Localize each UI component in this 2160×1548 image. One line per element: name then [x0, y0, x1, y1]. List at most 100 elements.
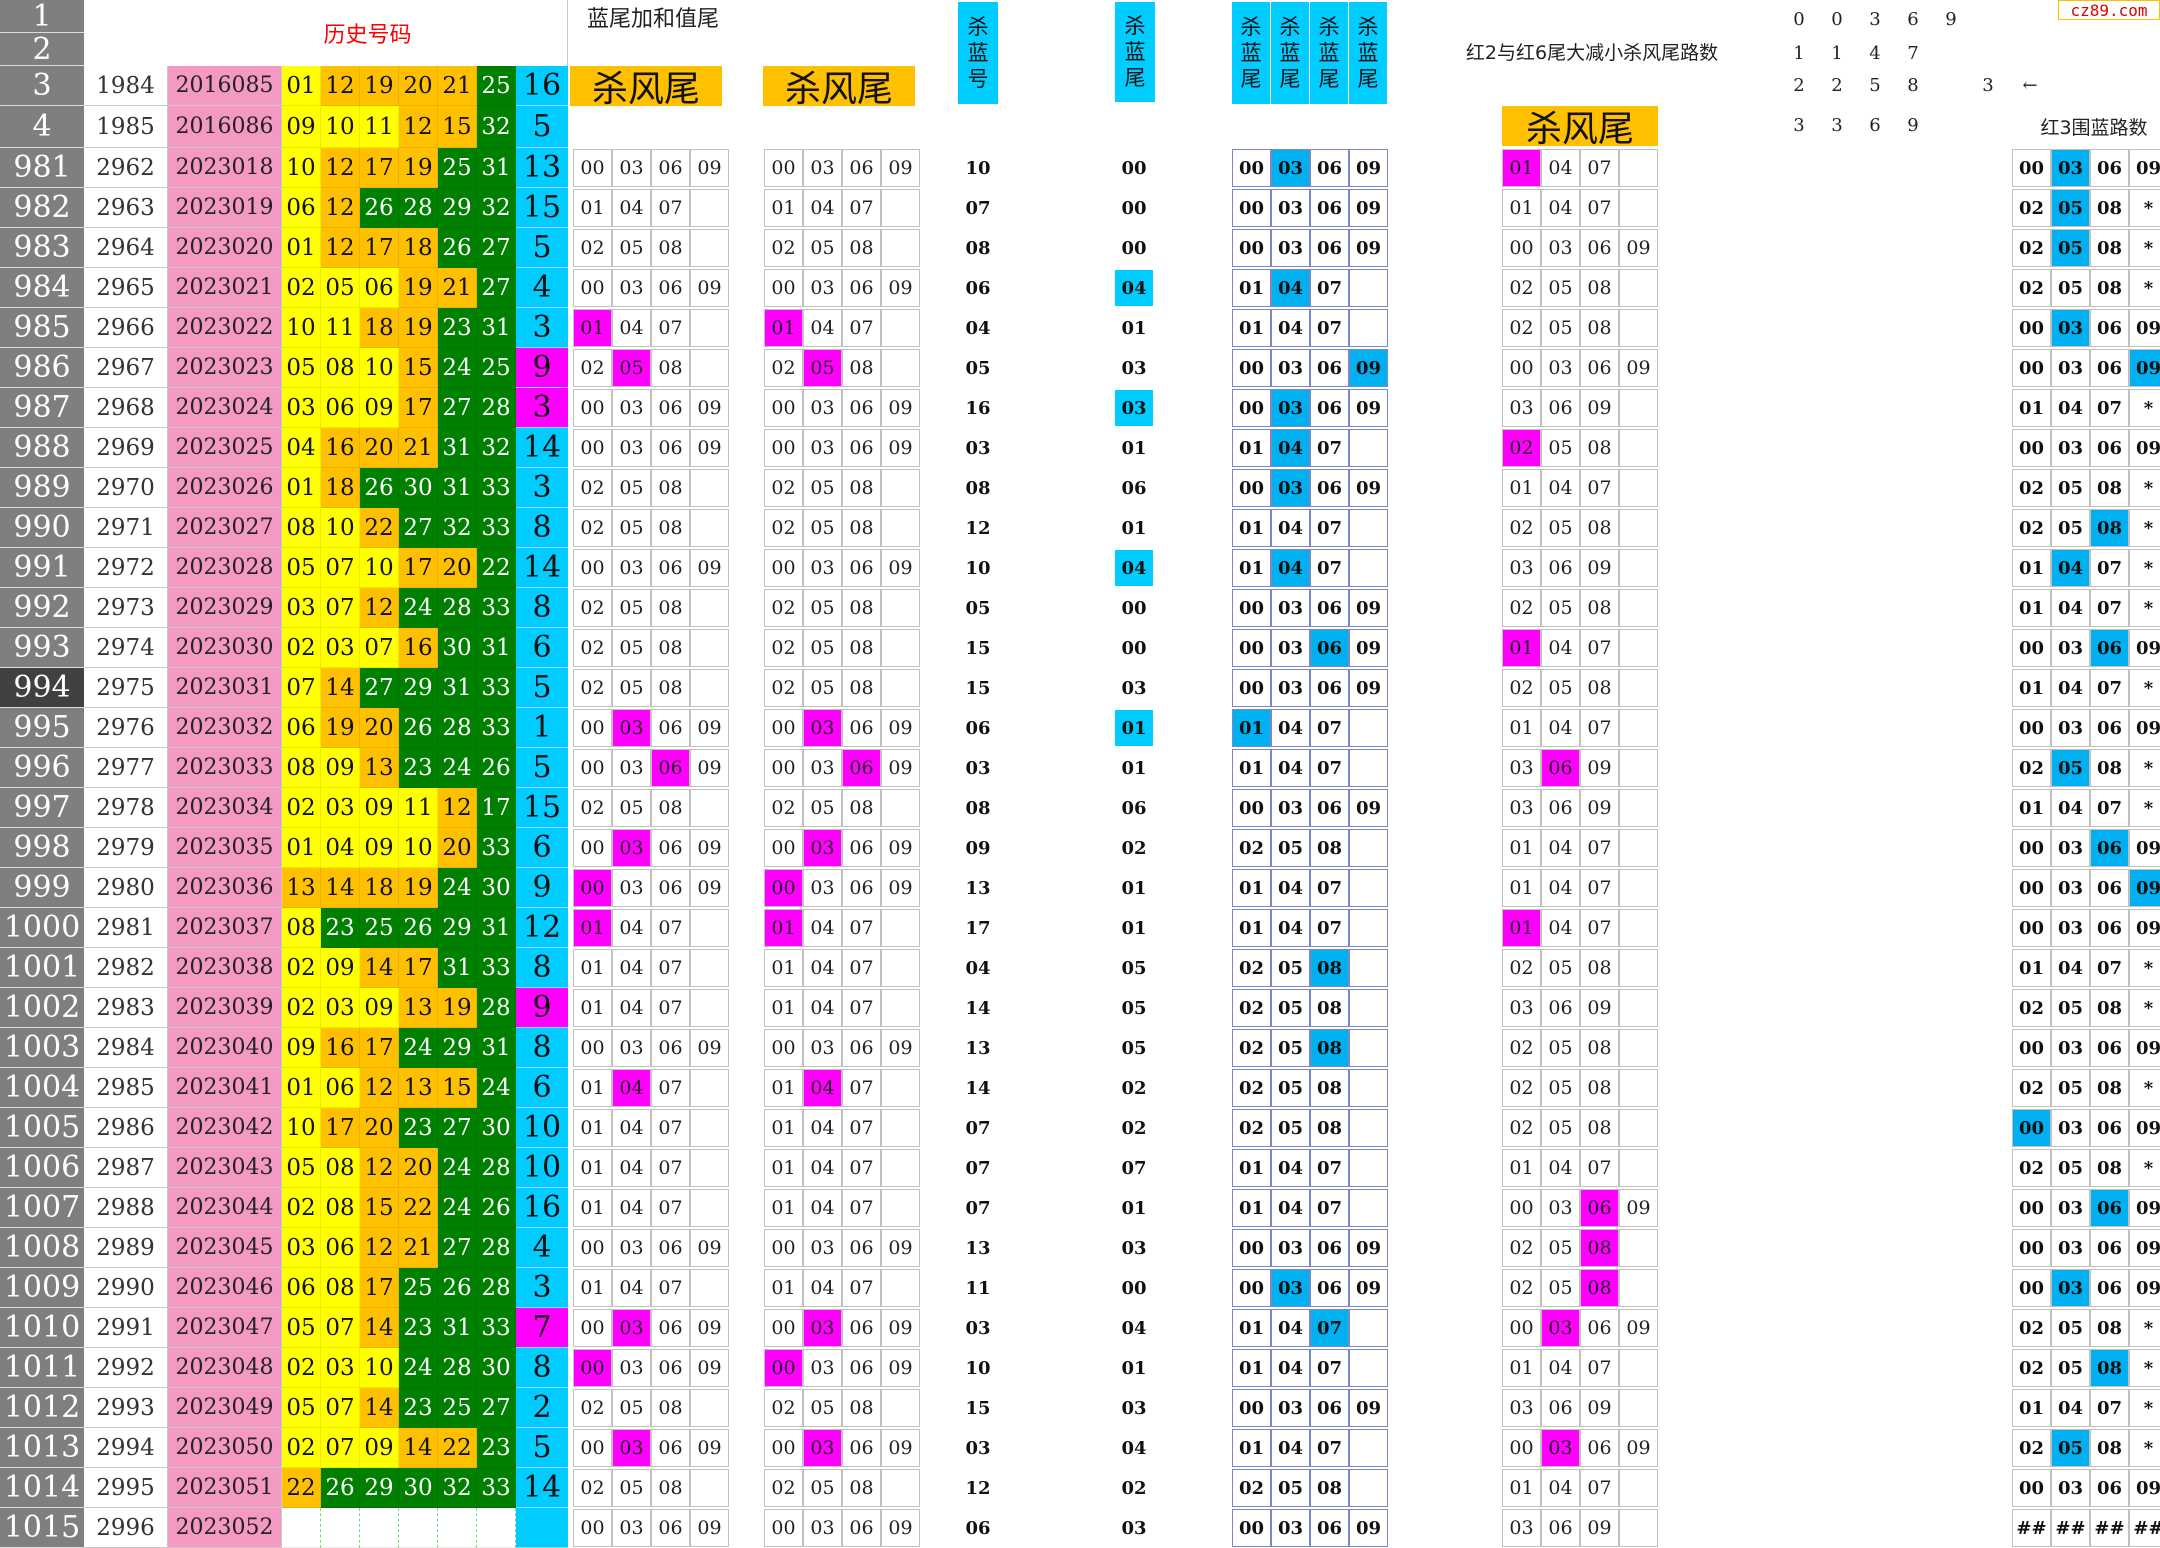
row-header[interactable]: 1007 — [0, 1188, 84, 1228]
issue-cell: 2023038 — [168, 948, 282, 988]
a-road-cell: 05 — [612, 469, 651, 507]
row-header[interactable]: 3 — [0, 66, 84, 106]
row-header[interactable]: 1 — [0, 0, 84, 33]
e-road-cell: 01 — [1232, 1189, 1271, 1227]
e-road-cell: 01 — [1232, 549, 1271, 587]
row-header[interactable]: 983 — [0, 228, 84, 268]
row-header[interactable]: 1002 — [0, 988, 84, 1028]
row-header[interactable]: 1005 — [0, 1108, 84, 1148]
row-header[interactable]: 984 — [0, 268, 84, 308]
row-header[interactable]: 1000 — [0, 908, 84, 948]
f-road-cell: 04 — [1541, 1149, 1580, 1187]
red-ball: 13 — [399, 1068, 438, 1108]
row-header[interactable]: 989 — [0, 468, 84, 508]
f-road-cell: 09 — [1619, 1429, 1658, 1467]
g-road-cell: ## — [2090, 1509, 2129, 1547]
b-road-cell: 07 — [842, 1269, 881, 1307]
red-ball: 04 — [282, 428, 321, 468]
row-header[interactable]: 1014 — [0, 1468, 84, 1508]
row-header[interactable]: 1003 — [0, 1028, 84, 1068]
row-header[interactable]: 998 — [0, 828, 84, 868]
a-road-cell: 08 — [651, 349, 690, 387]
blue-ball: 12 — [516, 908, 568, 948]
row-header[interactable]: 993 — [0, 628, 84, 668]
sha-lan-hao-value: 03 — [965, 1437, 991, 1459]
row-header[interactable]: 1009 — [0, 1268, 84, 1308]
row-header[interactable]: 990 — [0, 508, 84, 548]
red-ball: 03 — [321, 628, 360, 668]
a-road-cell: 03 — [612, 1509, 651, 1547]
row-header[interactable]: 996 — [0, 748, 84, 788]
sha-lan-hao-value: 08 — [965, 477, 991, 499]
red-ball: 28 — [477, 1148, 516, 1188]
b-road-cell — [881, 309, 920, 347]
row-header[interactable]: 4 — [0, 106, 84, 148]
sha-lan-wei-value: 05 — [1121, 997, 1147, 1019]
b-road-cell: 04 — [803, 1189, 842, 1227]
row-header[interactable]: 994 — [0, 668, 84, 708]
row-header[interactable]: 986 — [0, 348, 84, 388]
red-ball: 06 — [282, 188, 321, 228]
e-road-cell — [1349, 1429, 1388, 1467]
a-road-cell: 06 — [651, 1429, 690, 1467]
row-header[interactable]: 1010 — [0, 1308, 84, 1348]
red-ball: 29 — [360, 1468, 399, 1508]
row-header[interactable]: 991 — [0, 548, 84, 588]
row-header[interactable]: 997 — [0, 788, 84, 828]
e-road-cell — [1349, 269, 1388, 307]
e-road-cell: 07 — [1310, 1149, 1349, 1187]
f-road-cell — [1619, 909, 1658, 947]
f-road-cell: 09 — [1619, 229, 1658, 267]
f-road-cell: 06 — [1541, 789, 1580, 827]
a-road-cell: 03 — [612, 749, 651, 787]
row-header[interactable]: 992 — [0, 588, 84, 628]
issue-cell: 2023027 — [168, 508, 282, 548]
row-header[interactable]: 1015 — [0, 1508, 84, 1548]
f-road-cell — [1619, 149, 1658, 187]
a-road-cell: 06 — [651, 709, 690, 747]
blue-ball: 9 — [516, 988, 568, 1028]
row-header[interactable]: 1011 — [0, 1348, 84, 1388]
f-road-cell: 02 — [1502, 669, 1541, 707]
f-road-cell: 08 — [1580, 1029, 1619, 1067]
red-ball: 07 — [321, 1308, 360, 1348]
row-header[interactable]: 987 — [0, 388, 84, 428]
row-header[interactable]: 985 — [0, 308, 84, 348]
row-header[interactable]: 1008 — [0, 1228, 84, 1268]
red-ball: 19 — [321, 708, 360, 748]
red-ball — [438, 1508, 477, 1548]
red-ball: 01 — [282, 228, 321, 268]
b-road-cell: 04 — [803, 989, 842, 1027]
sha-lan-wei-value: 03 — [1121, 1517, 1147, 1539]
f-road-cell — [1619, 589, 1658, 627]
g-road-cell: 00 — [2012, 909, 2051, 947]
row-header[interactable]: 1013 — [0, 1428, 84, 1468]
b-road-cell: 01 — [764, 1269, 803, 1307]
row-header[interactable]: 1006 — [0, 1148, 84, 1188]
f-road-cell: 01 — [1502, 149, 1541, 187]
a-road-cell: 08 — [651, 509, 690, 547]
row-header[interactable]: 981 — [0, 148, 84, 188]
sha-lan-hao-value: 06 — [965, 717, 991, 739]
row-header[interactable]: 982 — [0, 188, 84, 228]
red-ball: 13 — [282, 868, 321, 908]
red-ball: 25 — [360, 908, 399, 948]
red-ball: 08 — [321, 1188, 360, 1228]
row-header[interactable]: 1004 — [0, 1068, 84, 1108]
row-header[interactable]: 1012 — [0, 1388, 84, 1428]
row-header[interactable]: 2 — [0, 33, 84, 66]
b-road-cell: 01 — [764, 1069, 803, 1107]
f-road-cell: 04 — [1541, 1349, 1580, 1387]
f-road-cell: 02 — [1502, 1109, 1541, 1147]
row-header[interactable]: 999 — [0, 868, 84, 908]
row-header[interactable]: 988 — [0, 428, 84, 468]
a-road-cell: 07 — [651, 1269, 690, 1307]
row-header[interactable]: 995 — [0, 708, 84, 748]
a-road-cell: 01 — [573, 189, 612, 227]
b-road-cell: 00 — [764, 749, 803, 787]
sha-lan-hao-value: 06 — [965, 1517, 991, 1539]
e-road-cell: 04 — [1271, 869, 1310, 907]
red-ball: 09 — [321, 748, 360, 788]
row-header[interactable]: 1001 — [0, 948, 84, 988]
e-road-cell: 01 — [1232, 1309, 1271, 1347]
